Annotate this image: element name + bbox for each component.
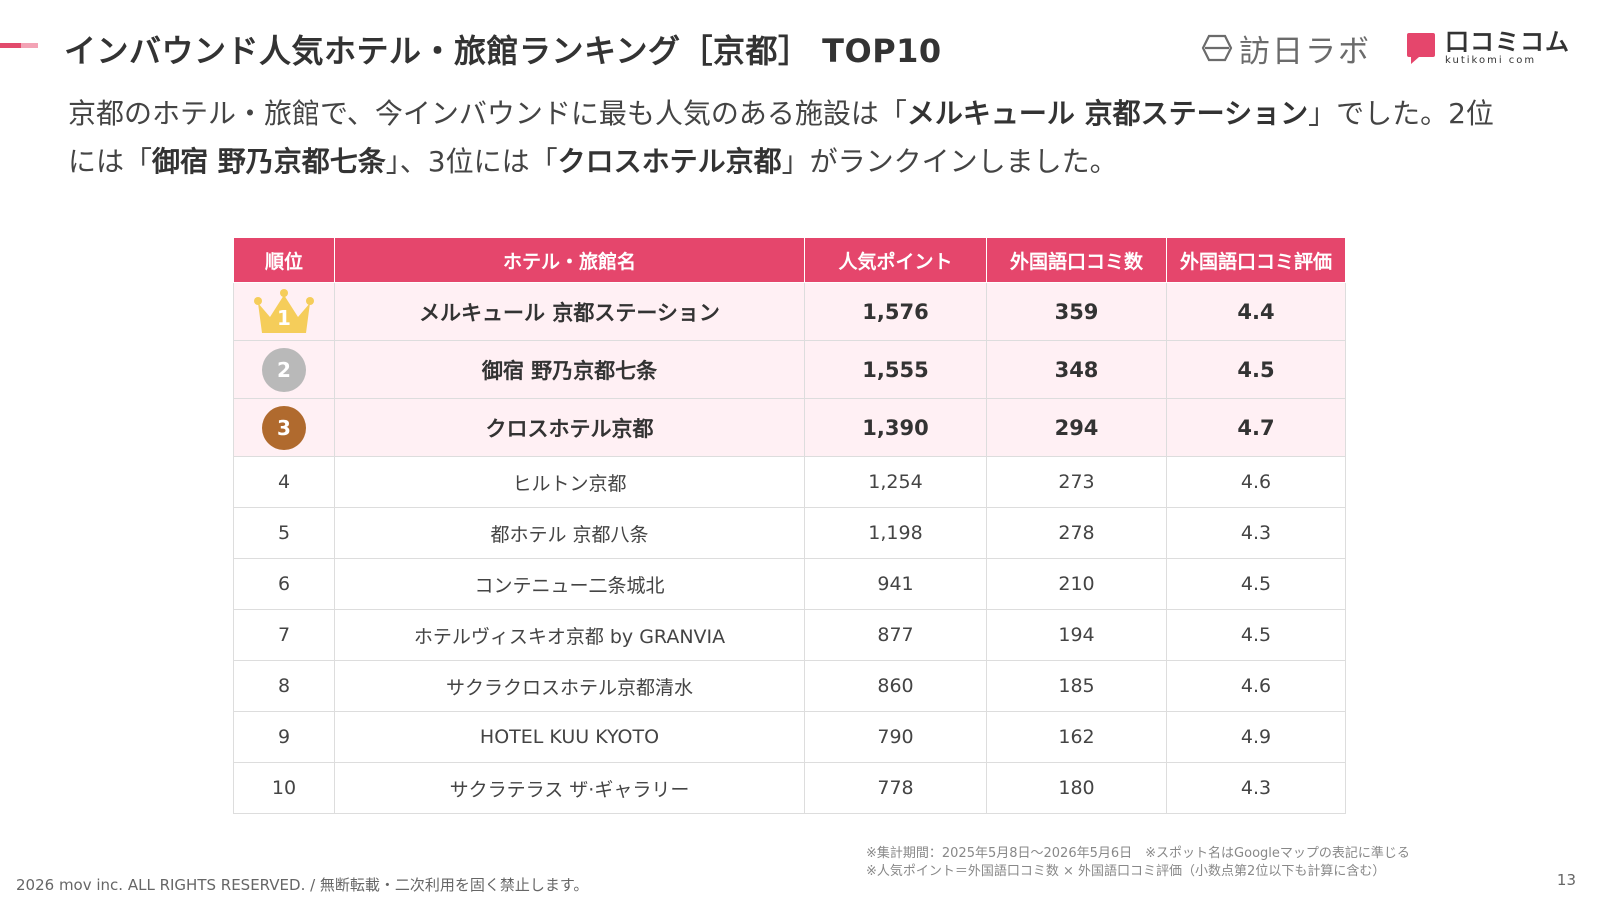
- header-rank: 順位: [233, 237, 335, 283]
- points-cell: 1,254: [804, 456, 987, 508]
- review-count-cell: 162: [986, 711, 1167, 763]
- hotel-name-cell: HOTEL KUU KYOTO: [334, 711, 805, 763]
- hotel-name-cell: コンテニュー二条城北: [334, 558, 805, 610]
- rank-cell: 3: [233, 398, 335, 457]
- review-count-cell: 273: [986, 456, 1167, 508]
- title-accent-bar: [0, 43, 38, 48]
- hotel-name-cell: 都ホテル 京都八条: [334, 507, 805, 559]
- hotel-name-cell: クロスホテル京都: [334, 398, 805, 457]
- intro-hotel-3: クロスホテル京都: [557, 145, 782, 178]
- points-cell: 941: [804, 558, 987, 610]
- table-row: 8 サクラクロスホテル京都清水 860 185 4.6: [233, 660, 1346, 712]
- intro-hotel-1: メルキュール 京都ステーション: [906, 97, 1309, 130]
- crown-icon: 1: [252, 287, 316, 337]
- points-cell: 1,390: [804, 398, 987, 457]
- table-row: 4 ヒルトン京都 1,254 273 4.6: [233, 456, 1346, 508]
- bronze-medal-icon: 3: [262, 405, 306, 450]
- header-hotel-name: ホテル・旅館名: [334, 237, 805, 283]
- hotel-name-cell: サクラクロスホテル京都清水: [334, 660, 805, 712]
- review-rating-cell: 4.5: [1166, 558, 1346, 610]
- review-rating-cell: 4.5: [1166, 340, 1346, 399]
- points-cell: 1,576: [804, 282, 987, 341]
- rank-cell: 10: [233, 762, 335, 814]
- table-row: 9 HOTEL KUU KYOTO 790 162 4.9: [233, 711, 1346, 763]
- footnote-period: ※集計期間：2025年5月8日〜2026年5月6日 ※スポット名はGoogleマ…: [866, 846, 1410, 861]
- table-row: 6 コンテニュー二条城北 941 210 4.5: [233, 558, 1346, 610]
- rank-cell: 5: [233, 507, 335, 559]
- rank-cell: 4: [233, 456, 335, 508]
- review-count-cell: 210: [986, 558, 1167, 610]
- header-review-count: 外国語口コミ数: [986, 237, 1167, 283]
- review-count-cell: 359: [986, 282, 1167, 341]
- review-count-cell: 278: [986, 507, 1167, 559]
- review-count-cell: 194: [986, 609, 1167, 661]
- rank-cell: 8: [233, 660, 335, 712]
- intro-paragraph: 京都のホテル・旅館で、今インバウンドに最も人気のある施設は「メルキュール 京都ス…: [68, 90, 1518, 186]
- rank-cell: 7: [233, 609, 335, 661]
- points-cell: 860: [804, 660, 987, 712]
- footnote-points-formula: ※人気ポイント＝外国語口コミ数 × 外国語口コミ評価（小数点第2位以下も計算に含…: [866, 864, 1386, 879]
- rank-cell: 1: [233, 282, 335, 341]
- review-rating-cell: 4.6: [1166, 456, 1346, 508]
- intro-text-2: 」でした。2位には「: [68, 97, 1494, 178]
- rank-cell: 2: [233, 340, 335, 399]
- kutikomi-com-logo-text: 口コミコム: [1445, 28, 1570, 56]
- points-cell: 877: [804, 609, 987, 661]
- points-cell: 778: [804, 762, 987, 814]
- review-rating-cell: 4.6: [1166, 660, 1346, 712]
- header-review-rating: 外国語口コミ評価: [1166, 237, 1346, 283]
- brand-logos: 訪日ラボ 口コミコム kutikomi com: [1201, 26, 1570, 70]
- review-count-cell: 348: [986, 340, 1167, 399]
- review-rating-cell: 4.7: [1166, 398, 1346, 457]
- review-rating-cell: 4.3: [1166, 507, 1346, 559]
- header-points: 人気ポイント: [804, 237, 987, 283]
- review-count-cell: 180: [986, 762, 1167, 814]
- rank-cell: 6: [233, 558, 335, 610]
- kutikomi-com-logo: 口コミコム kutikomi com: [1405, 30, 1570, 66]
- table-row: 5 都ホテル 京都八条 1,198 278 4.3: [233, 507, 1346, 559]
- houjitsu-labo-logo-icon: [1201, 34, 1233, 62]
- page-title: インバウンド人気ホテル・旅館ランキング［京都］ TOP10: [64, 32, 942, 70]
- kutikomi-com-logo-icon: [1407, 33, 1435, 64]
- review-count-cell: 294: [986, 398, 1167, 457]
- hotel-name-cell: ホテルヴィスキオ京都 by GRANVIA: [334, 609, 805, 661]
- review-count-cell: 185: [986, 660, 1167, 712]
- ranking-table: 順位 ホテル・旅館名 人気ポイント 外国語口コミ数 外国語口コミ評価 1 メ: [233, 237, 1346, 814]
- intro-text-3: 」、3位には「: [385, 145, 558, 178]
- table-row: 10 サクラテラス ザ·ギャラリー 778 180 4.3: [233, 762, 1346, 814]
- intro-text-1: 京都のホテル・旅館で、今インバウンドに最も人気のある施設は「: [68, 97, 907, 130]
- page-number: 13: [1556, 871, 1576, 889]
- houjitsu-labo-logo-text: 訪日ラボ: [1239, 33, 1371, 70]
- table-row: 7 ホテルヴィスキオ京都 by GRANVIA 877 194 4.5: [233, 609, 1346, 661]
- houjitsu-labo-logo: 訪日ラボ: [1201, 26, 1371, 71]
- hotel-name-cell: サクラテラス ザ·ギャラリー: [334, 762, 805, 814]
- points-cell: 1,198: [804, 507, 987, 559]
- review-rating-cell: 4.9: [1166, 711, 1346, 763]
- points-cell: 1,555: [804, 340, 987, 399]
- silver-medal-icon: 2: [262, 347, 306, 392]
- hotel-name-cell: ヒルトン京都: [334, 456, 805, 508]
- table-row: 1 メルキュール 京都ステーション 1,576 359 4.4: [233, 282, 1346, 341]
- rank-cell: 9: [233, 711, 335, 763]
- review-rating-cell: 4.4: [1166, 282, 1346, 341]
- kutikomi-com-logo-subtext: kutikomi com: [1445, 55, 1537, 66]
- intro-hotel-2: 御宿 野乃京都七条: [152, 145, 386, 178]
- hotel-name-cell: メルキュール 京都ステーション: [334, 282, 805, 341]
- table-row: 3 クロスホテル京都 1,390 294 4.7: [233, 398, 1346, 457]
- table-header-row: 順位 ホテル・旅館名 人気ポイント 外国語口コミ数 外国語口コミ評価: [233, 237, 1346, 283]
- points-cell: 790: [804, 711, 987, 763]
- copyright: 2026 mov inc. ALL RIGHTS RESERVED. / 無断転…: [16, 876, 589, 894]
- hotel-name-cell: 御宿 野乃京都七条: [334, 340, 805, 399]
- review-rating-cell: 4.3: [1166, 762, 1346, 814]
- table-row: 2 御宿 野乃京都七条 1,555 348 4.5: [233, 340, 1346, 399]
- footnotes: ※集計期間：2025年5月8日〜2026年5月6日 ※スポット名はGoogleマ…: [866, 845, 1410, 881]
- review-rating-cell: 4.5: [1166, 609, 1346, 661]
- intro-text-4: 」がランクインしました。: [781, 145, 1118, 178]
- rank-number: 1: [277, 305, 291, 330]
